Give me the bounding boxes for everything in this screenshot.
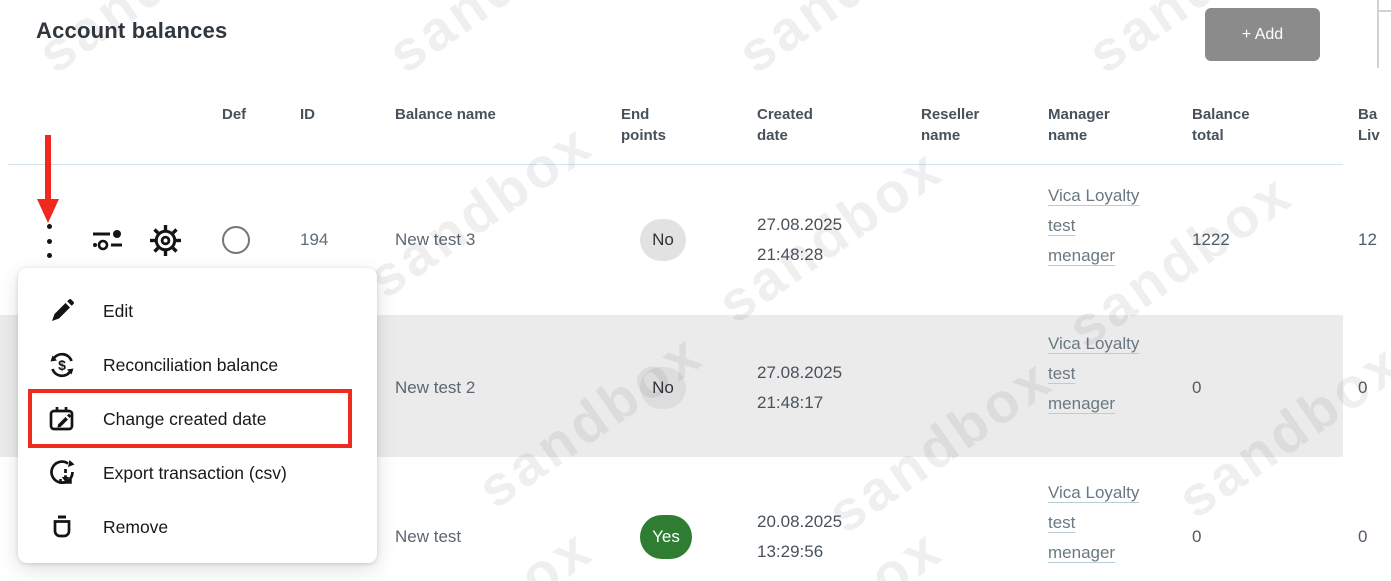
end-points-badge: No	[640, 219, 686, 261]
menu-item-label: Reconciliation balance	[103, 354, 279, 375]
manager-link[interactable]: Vica Loyalty test menager	[1048, 334, 1140, 413]
manager-link[interactable]: Vica Loyalty test menager	[1048, 186, 1140, 265]
cell-balance-total: 1222	[1192, 230, 1230, 249]
panel-edge-fragment	[1377, 0, 1379, 68]
sliders-icon[interactable]	[92, 228, 123, 251]
column-header-balance-total: Balance total	[1192, 106, 1250, 144]
cell-created-date: 20.08.2025 13:29:56	[757, 512, 843, 561]
watermark: sandbox	[376, 0, 625, 86]
cell-balance-name: New test	[395, 527, 462, 546]
annotation-highlight-box	[28, 389, 352, 448]
panel-edge-fragment	[1377, 10, 1391, 12]
column-header-manager-name: Manager name	[1048, 106, 1110, 144]
row-actions-menu-button[interactable]	[42, 224, 56, 258]
cell-balance-total: 0	[1192, 527, 1202, 546]
column-header-def: Def	[222, 106, 247, 123]
annotation-arrow-head	[37, 199, 59, 223]
annotation-arrow	[45, 135, 51, 201]
calendar-edit-icon	[48, 405, 76, 433]
column-header-balance-live: Ba Liv	[1358, 106, 1380, 144]
header-divider	[8, 164, 1343, 165]
end-points-badge: Yes	[640, 515, 692, 559]
trash-icon	[48, 513, 76, 541]
menu-item-edit[interactable]: Edit	[18, 284, 377, 338]
manager-link[interactable]: Vica Loyalty test menager	[1048, 483, 1140, 562]
pencil-icon	[48, 297, 76, 325]
default-radio[interactable]	[222, 226, 250, 254]
column-header-created-date: Created date	[757, 106, 813, 144]
export-csv-icon	[48, 459, 76, 487]
row-context-menu: Edit $ Reconciliation balance	[18, 268, 377, 563]
menu-item-export-transaction-csv[interactable]: Export transaction (csv)	[18, 446, 377, 500]
column-header-balance-name: Balance name	[395, 106, 496, 123]
cell-balance-name: New test 2	[395, 378, 476, 397]
column-header-end-points: End points	[621, 106, 666, 144]
menu-item-reconciliation-balance[interactable]: $ Reconciliation balance	[18, 338, 377, 392]
menu-item-label: Edit	[103, 300, 134, 321]
cell-balance-live: 0	[1358, 378, 1368, 397]
cell-balance-total: 0	[1192, 378, 1202, 397]
menu-item-change-created-date[interactable]: Change created date	[18, 392, 377, 446]
end-points-badge: No	[640, 367, 686, 409]
gear-icon[interactable]	[148, 223, 183, 258]
menu-item-remove[interactable]: Remove	[18, 500, 377, 554]
cell-created-date: 27.08.2025 21:48:17	[757, 363, 843, 412]
column-header-id: ID	[300, 106, 315, 123]
reconciliation-icon: $	[48, 351, 76, 379]
add-button[interactable]: + Add	[1205, 8, 1320, 61]
column-header-reseller-name: Reseller name	[921, 106, 980, 144]
cell-created-date: 27.08.2025 21:48:28	[757, 215, 843, 264]
page-title: Account balances	[36, 18, 228, 43]
menu-item-label: Change created date	[103, 408, 267, 429]
cell-balance-live: 0	[1358, 527, 1368, 546]
cell-balance-name: New test 3	[395, 230, 476, 249]
svg-text:$: $	[58, 357, 66, 373]
menu-item-label: Export transaction (csv)	[103, 462, 287, 483]
menu-item-label: Remove	[103, 516, 169, 537]
watermark: sandbox	[726, 0, 975, 86]
cell-balance-live: 12	[1358, 230, 1377, 249]
cell-id: 194	[300, 230, 329, 249]
